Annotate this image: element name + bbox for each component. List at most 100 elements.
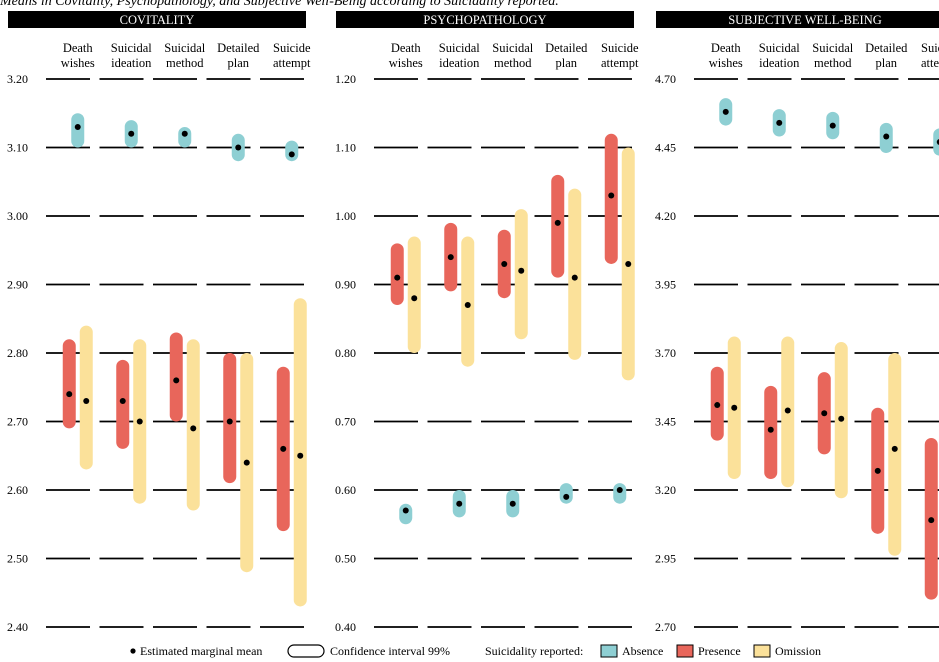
mean-point <box>83 397 90 404</box>
legend-group-title: Suicidality reported: <box>485 644 583 658</box>
tick-label: 3.95 <box>655 278 676 292</box>
category-label: Death wishes <box>709 41 743 70</box>
category-label: Detailed plan <box>865 41 908 70</box>
mean-point <box>571 274 578 281</box>
tick-label: 0.70 <box>335 415 356 429</box>
mean-point <box>625 260 632 267</box>
tick-label: 3.20 <box>655 483 676 497</box>
ci-bar-omission <box>293 298 307 607</box>
legend-label-presence: Presence <box>698 644 741 658</box>
ci-bar-presence <box>62 339 76 429</box>
category-label: Suicidal ideation <box>111 41 152 70</box>
mean-point <box>767 426 774 433</box>
mean-point <box>608 192 615 199</box>
tick-label: 1.10 <box>335 141 356 155</box>
mean-point <box>891 445 898 452</box>
tick-label: 4.20 <box>655 209 676 223</box>
mean-point <box>235 144 242 151</box>
mean-point <box>509 500 516 507</box>
ci-bar-absence <box>399 503 413 525</box>
mean-point <box>66 391 73 398</box>
ci-bar-absence <box>933 128 939 156</box>
category-label: Suicidal ideation <box>759 41 800 70</box>
ci-bar-presence <box>604 133 618 264</box>
legend-label-omission: Omission <box>775 644 821 658</box>
tick-label: 4.45 <box>655 141 676 155</box>
mean-point <box>883 133 890 140</box>
category-label: Death wishes <box>389 41 423 70</box>
ci-bar-presence <box>551 174 565 278</box>
mean-point <box>173 377 180 384</box>
mean-point <box>776 119 783 126</box>
mean-point <box>563 493 570 500</box>
mean-point <box>226 418 233 425</box>
tick-label: 3.00 <box>7 209 28 223</box>
tick-label: 2.70 <box>655 620 676 634</box>
panel-header <box>8 11 306 28</box>
panel-title: SUBJECTIVE WELL-BEING <box>728 13 882 27</box>
mean-point <box>280 445 287 452</box>
category-label: Detailed plan <box>217 41 260 70</box>
tick-label: 0.40 <box>335 620 356 634</box>
tick-label: 3.70 <box>655 346 676 360</box>
ci-bar-absence <box>613 483 627 504</box>
tick-label: 3.45 <box>655 415 676 429</box>
mean-point <box>554 219 561 226</box>
tick-label: 0.50 <box>335 552 356 566</box>
tick-label: 2.60 <box>7 483 28 497</box>
ci-bar-absence <box>559 483 573 504</box>
mean-point <box>714 402 721 409</box>
mean-point <box>464 302 471 309</box>
mean-point <box>190 425 197 432</box>
legend-ci-marker <box>287 644 325 658</box>
legend-mean-label: Estimated marginal mean <box>140 644 262 658</box>
legend-mean-marker <box>130 648 136 654</box>
mean-point <box>394 274 401 281</box>
panel-title: COVITALITY <box>120 13 195 27</box>
category-label: Suicidal method <box>164 41 205 70</box>
mean-point <box>297 452 304 459</box>
legend-label-absence: Absence <box>622 644 663 658</box>
ci-bar-absence <box>71 113 85 148</box>
mean-point <box>829 122 836 129</box>
category-label: Suicidal ideation <box>439 41 480 70</box>
tick-label: 2.70 <box>7 415 28 429</box>
tick-label: 2.40 <box>7 620 28 634</box>
mean-point <box>128 130 135 137</box>
mean-point <box>243 459 250 466</box>
ci-bar-omission <box>79 325 93 470</box>
tick-label: 1.00 <box>335 209 356 223</box>
tick-label: 1.20 <box>335 72 356 86</box>
tick-label: 0.60 <box>335 483 356 497</box>
mean-point <box>74 123 81 130</box>
ci-bar-omission <box>888 353 902 556</box>
mean-point <box>518 267 525 274</box>
legend-ci-label: Confidence interval 99% <box>330 644 450 658</box>
chart-panel: COVITALITY Death wishes Suicidal ideation Sui… <box>7 11 311 634</box>
mean-point <box>136 418 143 425</box>
mean-point <box>928 517 935 524</box>
category-label: Suicidal method <box>492 41 533 70</box>
mean-point <box>731 404 738 411</box>
panel-title: PSYCHOPATHOLOGY <box>423 13 546 27</box>
mean-point <box>616 487 623 493</box>
legend-swatch-absence <box>600 644 618 658</box>
ci-bar-omission <box>514 209 528 340</box>
legend-swatch-presence <box>676 644 694 658</box>
mean-point <box>784 407 791 414</box>
tick-label: 2.90 <box>7 278 28 292</box>
mean-point <box>181 130 188 137</box>
figure-caption: Means in Covitality, Psychopathology, an… <box>0 0 559 9</box>
ci-bar-absence <box>178 126 192 148</box>
legend-swatch-omission <box>753 644 771 658</box>
tick-label: 0.90 <box>335 278 356 292</box>
category-label: Detailed plan <box>545 41 588 70</box>
mean-point <box>501 260 508 267</box>
ci-bar-presence <box>116 359 130 449</box>
chart-panel: SUBJECTIVE WELL-BEING Death wishes Suicidal… <box>655 11 939 634</box>
ci-bar-omission <box>407 236 421 353</box>
mean-point <box>288 151 295 158</box>
